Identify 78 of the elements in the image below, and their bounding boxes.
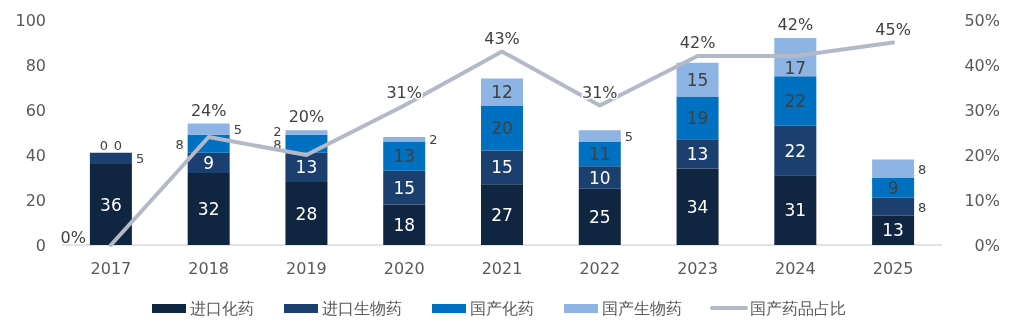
y2-tick-label: 20%: [964, 146, 1000, 165]
data-label: 42%: [777, 15, 814, 34]
data-label: 13: [686, 143, 709, 164]
bar: [872, 159, 915, 178]
data-label: 32: [197, 199, 220, 219]
data-label: 20: [491, 118, 513, 138]
data-label: 34: [686, 196, 709, 217]
data-label: 13: [393, 146, 416, 167]
data-label: 36: [100, 194, 122, 215]
bar: [872, 197, 915, 216]
data-label: 24%: [190, 100, 227, 120]
data-label: 9: [887, 177, 899, 198]
legend-label: 进口化药: [190, 299, 254, 318]
data-label: 13: [295, 157, 318, 178]
data-label: 43%: [484, 28, 520, 48]
bar: [578, 130, 621, 142]
x-tick-label: 2019: [286, 259, 327, 278]
data-label: 5: [135, 151, 145, 167]
data-label: 20%: [288, 107, 325, 127]
data-label: 28: [295, 203, 318, 224]
y-tick-label: 80: [25, 56, 46, 75]
data-label: 45%: [875, 19, 911, 39]
data-label: 17: [784, 58, 807, 78]
data-label: 5: [624, 128, 634, 144]
legend-label: 进口生物药: [322, 299, 402, 318]
data-label: 0: [113, 137, 123, 153]
data-label: 8: [175, 136, 184, 152]
data-label: 12: [491, 82, 513, 102]
legend-label: 国产药品占比: [750, 299, 846, 318]
data-label: 15: [393, 177, 416, 198]
data-label: 18: [393, 214, 416, 235]
y2-tick-label: 50%: [964, 11, 1000, 30]
bar: [187, 123, 230, 135]
x-tick-label: 2021: [481, 259, 523, 278]
x-tick-label: 2025: [872, 259, 914, 278]
bar: [89, 152, 132, 164]
bar: [285, 130, 328, 135]
data-label: 22: [784, 91, 807, 111]
legend-label: 国产化药: [470, 299, 534, 318]
bar: [774, 175, 817, 245]
data-label: 5: [233, 122, 242, 138]
data-label: 25: [588, 206, 611, 227]
x-tick-label: 2024: [774, 259, 816, 278]
data-label: 8: [918, 161, 927, 177]
data-label: 15: [491, 157, 513, 178]
legend-label: 国产生物药: [602, 299, 682, 318]
x-tick-label: 2018: [188, 259, 230, 278]
x-tick-label: 2023: [677, 259, 718, 278]
data-label: 9: [203, 152, 215, 173]
data-label: 2: [429, 132, 438, 148]
y-tick-label: 100: [15, 11, 46, 30]
y-tick-label: 40: [25, 146, 46, 165]
x-tick-label: 2017: [90, 259, 132, 278]
x-tick-label: 2020: [383, 259, 425, 278]
data-label: 2: [273, 123, 282, 139]
data-label: 27: [491, 204, 513, 225]
data-label: 10: [588, 167, 611, 188]
data-label: 42%: [679, 33, 716, 52]
y2-tick-label: 10%: [964, 191, 1000, 210]
y-tick-label: 20: [25, 191, 46, 210]
data-label: 31%: [386, 82, 422, 102]
data-label: 22: [784, 140, 807, 161]
bar: [383, 137, 426, 142]
data-label: 11: [588, 143, 611, 164]
y-tick-label: 60: [25, 101, 46, 120]
data-label: 0: [99, 137, 109, 153]
data-label: 0%: [60, 228, 86, 247]
data-label: 8: [918, 199, 927, 215]
x-tick-label: 2022: [579, 259, 621, 278]
data-label: 31: [784, 200, 807, 221]
y2-tick-label: 40%: [964, 56, 1000, 75]
data-label: 31%: [582, 82, 618, 102]
y2-tick-label: 30%: [964, 101, 1000, 120]
data-label: 13: [882, 220, 904, 241]
data-label: 19: [686, 107, 709, 128]
y-tick-label: 0: [35, 236, 46, 255]
y2-tick-label: 0%: [974, 236, 1000, 255]
data-label: 15: [686, 69, 709, 90]
